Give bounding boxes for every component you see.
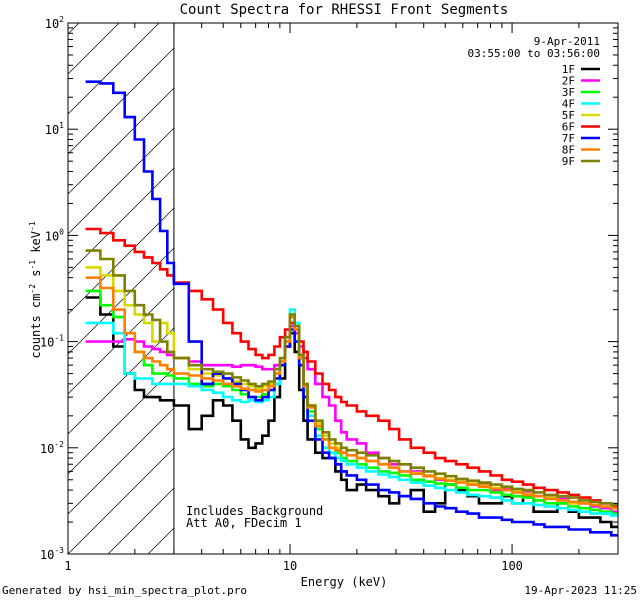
y-tick-exponent: 1 <box>59 121 64 130</box>
legend-label-7F: 7F <box>562 132 575 145</box>
y-tick-label: 100 <box>45 227 64 243</box>
y-tick-exponent: 2 <box>59 15 64 24</box>
hatch-line <box>0 0 28 554</box>
y-axis-label: counts cm-2 s-1 keV-1 <box>28 221 43 358</box>
series-2F-line <box>85 324 618 513</box>
hatch-line <box>68 207 174 315</box>
y-tick-base: 10 <box>45 229 59 243</box>
shaded-hatch-region <box>0 0 640 554</box>
hatch-line <box>628 0 640 554</box>
hatch-line <box>268 0 640 554</box>
series-layer <box>85 80 618 537</box>
x-tick-label: 10 <box>283 559 297 573</box>
y-tick-base: 10 <box>45 17 59 31</box>
y-tick-exponent: 0 <box>59 227 64 236</box>
x-tick-label: 100 <box>501 559 523 573</box>
y-tick-base: 10 <box>40 336 54 350</box>
y-label-exp-1: -2 <box>28 284 37 294</box>
legend-label-6F: 6F <box>562 121 575 134</box>
y-label-exp-3: -1 <box>28 221 37 231</box>
date-label: 9-Apr-2011 <box>534 35 600 48</box>
y-tick-label: 102 <box>45 15 64 31</box>
series-3F-line <box>85 289 618 515</box>
hatch-line <box>428 0 640 554</box>
series-5F-line <box>85 266 618 510</box>
y-tick-base: 10 <box>40 548 54 562</box>
legend-label-9F: 9F <box>562 155 575 168</box>
hatch-line <box>308 0 640 554</box>
y-tick-exponent: -2 <box>54 440 64 449</box>
y-tick-label: 101 <box>45 121 64 137</box>
y-tick-base: 10 <box>45 123 59 137</box>
plot-frame <box>67 22 619 555</box>
y-tick-label: 10-3 <box>40 546 64 562</box>
series-8F-line <box>85 276 618 510</box>
hatch-line <box>348 0 640 554</box>
legend-label-8F: 8F <box>562 144 575 157</box>
x-axis-label: Energy (keV) <box>301 575 388 589</box>
y-tick-exponent: -3 <box>54 546 64 555</box>
y-label-exp-2: -1 <box>28 260 37 270</box>
y-label-part-3: keV <box>29 231 43 260</box>
legend-label-1F: 1F <box>562 63 575 76</box>
annotation-attenuator: Att A0, FDecim 1 <box>186 516 302 530</box>
series-9F-line <box>85 249 618 507</box>
time-range-label: 03:55:00 to 03:56:00 <box>468 47 600 60</box>
footer-timestamp: 19-Apr-2023 11:25 <box>524 584 637 597</box>
series-7F-line <box>85 80 618 537</box>
hatch-line <box>68 367 174 475</box>
y-tick-base: 10 <box>40 442 54 456</box>
legend-label-2F: 2F <box>562 75 575 88</box>
x-axis: 1 10 100 <box>64 23 619 573</box>
hatch-line <box>68 247 174 355</box>
hatch-line <box>68 127 174 235</box>
y-label-part-1: counts cm <box>29 294 43 359</box>
legend-label-5F: 5F <box>562 109 575 122</box>
footer-generated-by: Generated by hsi_min_spectra_plot.pro <box>2 584 247 597</box>
annotation-background: Includes Background <box>186 504 323 518</box>
y-tick-exponent: -1 <box>54 334 64 343</box>
y-tick-label: 10-1 <box>40 334 64 350</box>
hatch-line <box>68 23 160 115</box>
hatch-line <box>68 447 174 554</box>
legend-label-3F: 3F <box>562 86 575 99</box>
x-tick-label: 1 <box>64 559 71 573</box>
series-1F-line <box>85 296 618 529</box>
hatch-line <box>68 407 174 515</box>
y-tick-label: 10-2 <box>40 440 64 456</box>
chart-title: Count Spectra for RHESSI Front Segments <box>180 2 509 18</box>
legend-label-4F: 4F <box>562 98 575 111</box>
y-label-part-2: s <box>29 270 43 284</box>
hatch-line <box>68 47 174 155</box>
